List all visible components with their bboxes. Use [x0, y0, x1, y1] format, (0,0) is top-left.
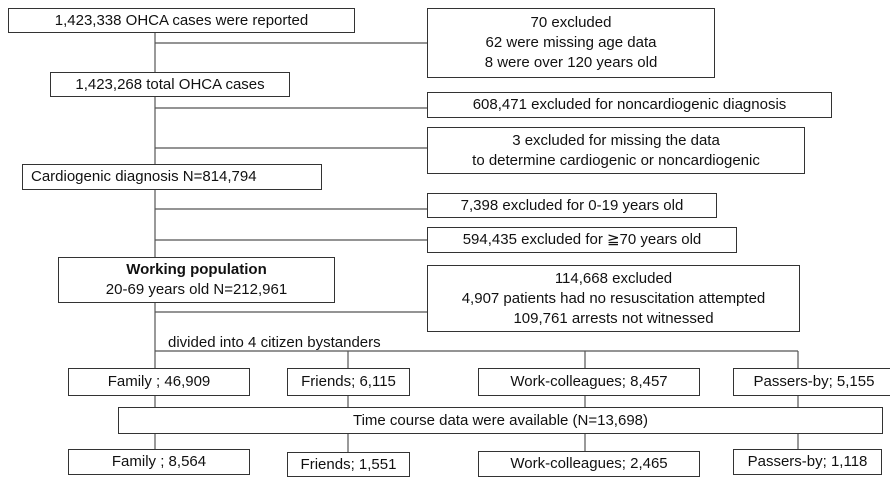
- flow-box: 1,423,268 total OHCA cases: [50, 72, 290, 97]
- box-text: Working population: [126, 261, 267, 278]
- box-text: Work-colleagues; 2,465: [510, 455, 668, 472]
- box-text: to determine cardiogenic or noncardiogen…: [472, 151, 760, 169]
- flow-box: Cardiogenic diagnosis N=814,794: [22, 164, 322, 190]
- box-text: Passers-by; 5,155: [753, 373, 875, 390]
- flow-box: Passers-by; 5,155: [733, 368, 890, 396]
- flow-box: 1,423,338 OHCA cases were reported: [8, 8, 355, 33]
- box-text: Friends; 6,115: [301, 373, 396, 390]
- flow-box: Work-colleagues; 8,457: [478, 368, 700, 396]
- box-text: 109,761 arrests not witnessed: [513, 309, 714, 327]
- flow-box: 70 excluded 62 were missing age data 8 wer…: [427, 8, 715, 78]
- box-text: 608,471 excluded for noncardiogenic diag…: [472, 96, 787, 113]
- note: divided into 4 citizen bystanders: [168, 334, 381, 351]
- box-text: Passers-by; 1,118: [747, 453, 868, 470]
- flow-box: Friends; 6,115: [287, 368, 410, 396]
- box-text: 114,668 excluded: [554, 269, 673, 287]
- box-text: 70 excluded: [530, 14, 612, 31]
- flow-box: Time course data were available (N=13,69…: [118, 407, 883, 434]
- box-text: Friends; 1,551: [300, 455, 397, 473]
- flow-box: 3 excluded for missing the data to determ…: [427, 127, 805, 174]
- box-text: 8 were over 120 years old: [484, 54, 658, 71]
- flow-box: Passers-by; 1,118: [733, 449, 882, 475]
- flow-box: Family ; 8,564: [68, 449, 250, 475]
- box-text: Cardiogenic diagnosis N=814,794: [31, 168, 257, 185]
- box-text: 594,435 excluded for ≧70 years old: [462, 231, 702, 248]
- flow-box: 594,435 excluded for ≧70 years old: [427, 227, 737, 253]
- box-text: 4,907 patients had no resuscitation atte…: [461, 289, 766, 307]
- box-text: Work-colleagues; 8,457: [510, 373, 668, 390]
- flow-box: Work-colleagues; 2,465: [478, 451, 700, 477]
- box-text: Family ; 8,564: [111, 453, 207, 470]
- flow-box: Family ; 46,909: [68, 368, 250, 396]
- box-text: 20-69 years old N=212,961: [105, 281, 288, 298]
- box-text: Time course data were available (N=13,69…: [352, 411, 648, 429]
- box-text: 1,423,268 total OHCA cases: [75, 75, 265, 93]
- box-text: 1,423,338 OHCA cases were reported: [54, 11, 309, 29]
- flow-box: 7,398 excluded for 0-19 years old: [427, 193, 717, 218]
- flow-box: 114,668 excluded 4,907 patients had no re…: [427, 265, 800, 332]
- flow-box: Working population 20-69 years old N=212,…: [58, 257, 335, 303]
- box-text: 62 were missing age data: [485, 34, 657, 51]
- box-text: Family ; 46,909: [107, 373, 211, 390]
- box-text: 7,398 excluded for 0-19 years old: [460, 196, 684, 214]
- flow-box: 608,471 excluded for noncardiogenic diag…: [427, 92, 832, 118]
- flow-box: Friends; 1,551: [287, 452, 410, 477]
- box-text: 3 excluded for missing the data: [512, 131, 720, 149]
